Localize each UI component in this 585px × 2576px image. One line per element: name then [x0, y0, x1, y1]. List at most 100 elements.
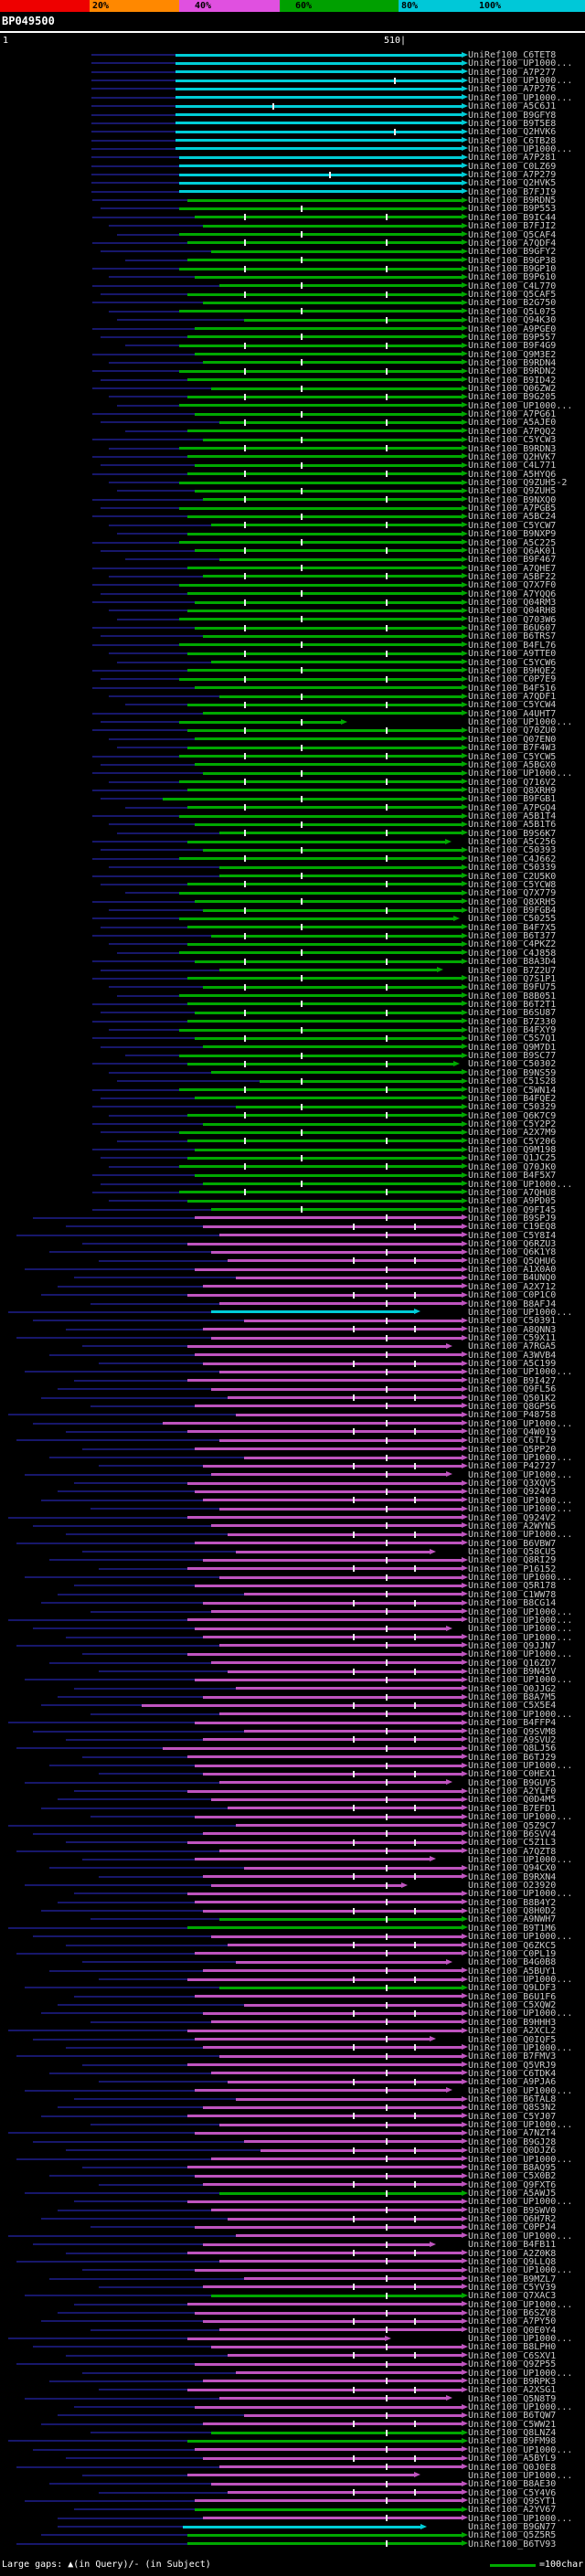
- gap-tick: [301, 667, 303, 674]
- hit-lead-line: [117, 490, 195, 493]
- hit-label: UniRef100_A2XCL2: [468, 2026, 557, 2037]
- hit-label: UniRef100_UP1000...: [468, 1709, 573, 1720]
- hit-row: UniRef100_Q9ZUH5-2: [0, 478, 585, 488]
- gap-tick: [386, 1283, 388, 1290]
- hit-label: UniRef100_C6TL79: [468, 1436, 557, 1447]
- hit-row: UniRef100_B9RXN4: [0, 1872, 585, 1882]
- hit-label: UniRef100_B7Z2U7: [468, 965, 557, 976]
- hit-arrow: [462, 2489, 468, 2496]
- hit-label: UniRef100_A7P277: [468, 67, 557, 78]
- hit-lead-line: [117, 233, 179, 236]
- hit-row: UniRef100_C1WW78: [0, 1590, 585, 1600]
- hit-row: UniRef100_A7QDF1: [0, 692, 585, 702]
- hit-row: UniRef100_A7RGA5: [0, 1341, 585, 1352]
- hit-bar: [179, 643, 462, 647]
- hit-row: UniRef100_Q9SVM8: [0, 1727, 585, 1737]
- hit-label: UniRef100_UP1000...: [468, 769, 573, 779]
- hit-arrow: [462, 1360, 468, 1366]
- hit-bar: [211, 1883, 401, 1887]
- gap-tick: [414, 1531, 416, 1538]
- hit-lead-line: [92, 439, 203, 441]
- hit-label: UniRef100_B9FGB1: [468, 794, 557, 805]
- gap-tick: [386, 1540, 388, 1547]
- hit-lead-line: [33, 1935, 211, 1938]
- hit-label: UniRef100_C0P7E9: [468, 674, 557, 685]
- gap-tick: [386, 804, 388, 811]
- hit-bar: [203, 1772, 462, 1776]
- gap-tick: [386, 701, 388, 708]
- hit-row: UniRef100_B7FMV3: [0, 2051, 585, 2062]
- hit-row: UniRef100_B4F7X5: [0, 923, 585, 933]
- hit-label: UniRef100_Q0JJG2: [468, 1683, 557, 1694]
- hit-row: UniRef100_Q5CAF5: [0, 290, 585, 300]
- hit-lead-line: [109, 943, 187, 946]
- hit-row: UniRef100_UP1000...: [0, 2265, 585, 2275]
- hit-row: UniRef100_A5C199: [0, 1359, 585, 1369]
- hit-label: UniRef100_B9GP10: [468, 264, 557, 274]
- hit-lead-line: [109, 780, 179, 783]
- gap-tick: [244, 522, 246, 529]
- gap-tick: [414, 2009, 416, 2017]
- gap-tick: [353, 2317, 355, 2325]
- hit-lead-line: [92, 302, 203, 304]
- hit-arrow: [446, 1958, 452, 1965]
- hit-bar: [187, 241, 462, 245]
- hit-row: UniRef100_Q5PP20: [0, 1445, 585, 1455]
- gap-tick: [353, 2250, 355, 2257]
- hit-label: UniRef100_UP1000...: [468, 1469, 573, 1480]
- hit-label: UniRef100_Q5L075: [468, 306, 557, 317]
- hit-row: UniRef100_B4FQE2: [0, 1094, 585, 1104]
- hit-arrow: [462, 2121, 468, 2127]
- hit-arrow: [462, 1813, 468, 1819]
- hit-row: UniRef100_C6TET8: [0, 50, 585, 60]
- hit-arrow: [462, 163, 468, 169]
- hit-label: UniRef100_B8AQ95: [468, 2162, 557, 2173]
- hit-arrow: [462, 846, 468, 853]
- hit-lead-line: [41, 1602, 203, 1605]
- hit-arrow: [462, 855, 468, 862]
- gap-tick: [244, 983, 246, 991]
- hit-row: UniRef100_Q8XRH5: [0, 897, 585, 907]
- hit-lead-line: [16, 2055, 219, 2058]
- hit-row: UniRef100_A7PGQ4: [0, 803, 585, 813]
- hit-arrow: [453, 915, 460, 921]
- hit-lead-line: [16, 2542, 187, 2545]
- hit-row: UniRef100_P42727: [0, 1461, 585, 1471]
- gap-tick: [386, 471, 388, 478]
- hit-bar: [176, 122, 462, 125]
- hit-row: UniRef100_UP1000...: [0, 1649, 585, 1659]
- hit-arrow: [462, 1044, 468, 1050]
- gap-tick: [386, 2292, 388, 2299]
- hit-row: UniRef100_B9RDN5: [0, 196, 585, 206]
- hit-lead-line: [99, 1567, 187, 1570]
- hit-arrow: [462, 1540, 468, 1546]
- hit-lead-line: [58, 2312, 195, 2315]
- hit-bar: [211, 2209, 462, 2212]
- hit-lead-line: [109, 1200, 187, 1203]
- hit-lead-line: [82, 1653, 187, 1656]
- hit-arrow: [462, 539, 468, 546]
- hit-label: UniRef100_B9GFY2: [468, 247, 557, 258]
- hit-arrow: [462, 2540, 468, 2547]
- hit-row: UniRef100_Q9M198: [0, 1145, 585, 1155]
- hit-row: UniRef100_A2X7M9: [0, 1128, 585, 1138]
- hit-row: UniRef100_A7NZT4: [0, 2128, 585, 2138]
- hit-lead-line: [92, 515, 187, 518]
- hit-bar: [179, 1028, 462, 1032]
- gap-tick: [301, 846, 303, 853]
- hit-bar: [187, 2063, 462, 2067]
- hit-row: UniRef100_C0LZ69: [0, 162, 585, 172]
- hit-bar: [244, 2413, 462, 2417]
- gap-tick: [353, 1291, 355, 1299]
- hit-label: UniRef100_B7FJI2: [468, 221, 557, 232]
- hit-label: UniRef100_B9GFY8: [468, 110, 557, 121]
- hit-lead-line: [82, 2474, 187, 2476]
- gap-tick: [414, 1257, 416, 1265]
- hit-bar: [187, 1114, 462, 1118]
- hit-lead-line: [16, 2157, 211, 2160]
- hit-lead-line: [125, 1055, 179, 1057]
- hit-row: UniRef100_A5AJE0: [0, 418, 585, 428]
- hit-label: UniRef100_C5WW21: [468, 2419, 557, 2430]
- hit-row: UniRef100_A9PD05: [0, 1196, 585, 1206]
- hit-label: UniRef100_B4FXY9: [468, 1025, 557, 1036]
